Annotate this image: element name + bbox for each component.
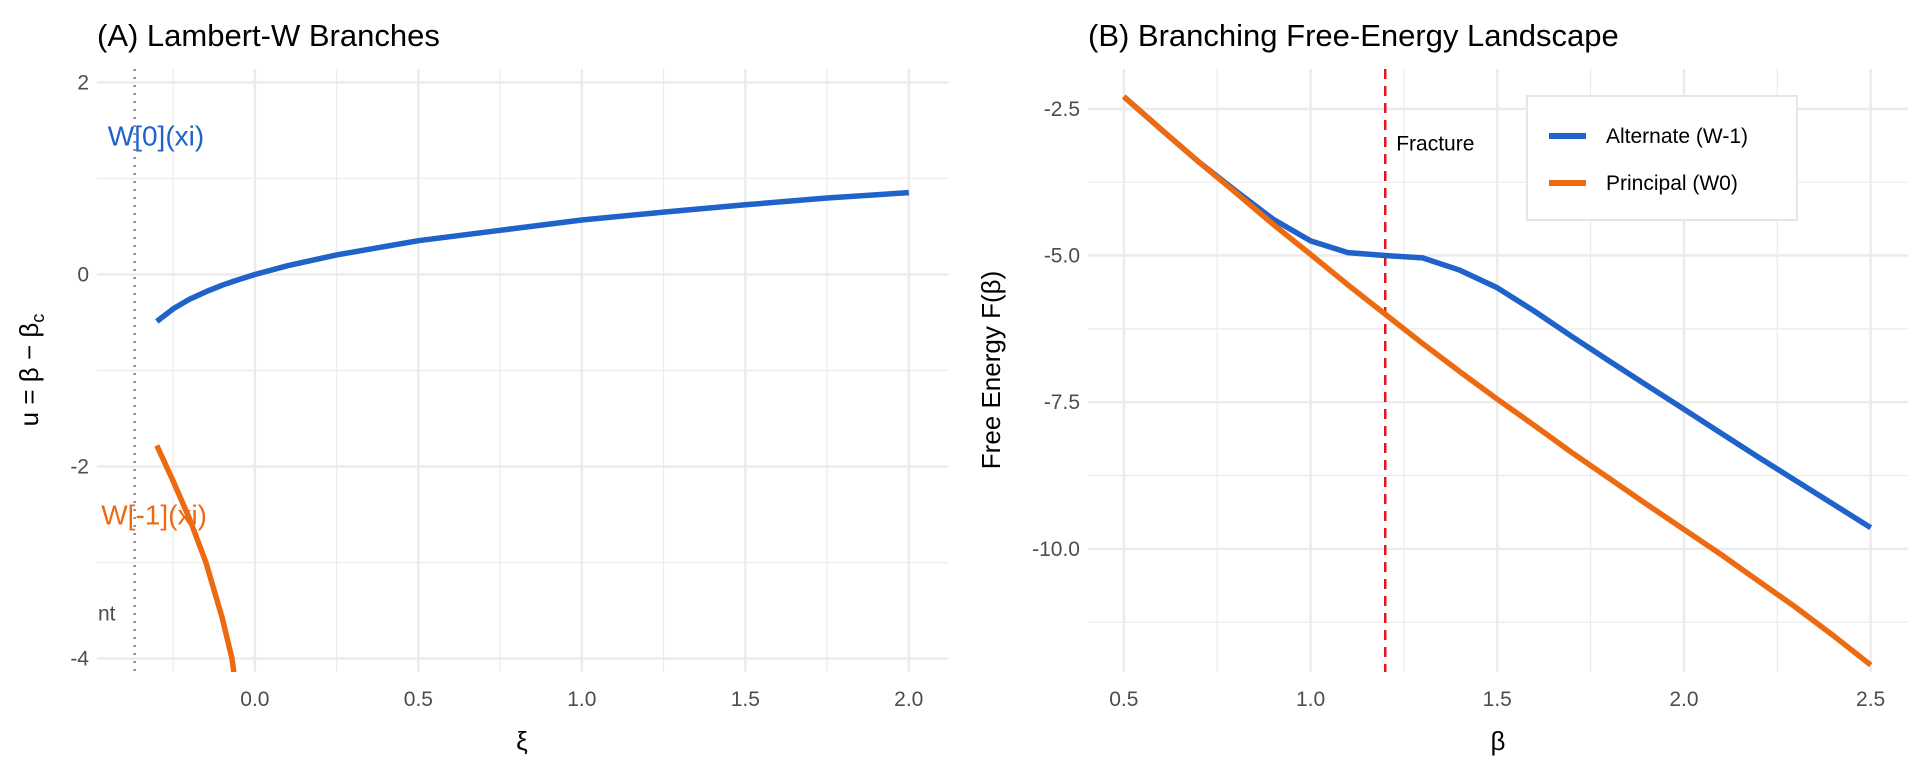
panel-b-marks — [1121, 69, 1873, 672]
panel-a-marks: W[0](xi) W[-1](xi) nt — [98, 69, 909, 672]
panel-a-x-tick-label: 0.0 — [240, 688, 269, 711]
panel-a-series-line-1 — [154, 444, 237, 672]
panel-a-y-axis-title: u = β − βc — [14, 314, 48, 427]
panel-b-x-tick-label: 2.5 — [1856, 688, 1885, 711]
panel-a-grid — [97, 69, 948, 672]
panel-b-x-tick-label: 2.0 — [1669, 688, 1698, 711]
panel-b-x-tick-label: 1.0 — [1296, 688, 1325, 711]
panel-a-ticks: 0.0 0.5 1.0 1.5 2.0 2 0 -2 -4 — [70, 71, 923, 711]
panel-a-series-line-0 — [155, 189, 909, 324]
panel-a: (A) Lambert-W Branches 0.0 0.5 1.0 1.5 2.020… — [14, 18, 948, 756]
panel-a-y-tick-label: -4 — [70, 648, 89, 671]
panel-a-annotation: W[-1](xi) — [101, 500, 207, 531]
panel-b-y-tick-label: -2.5 — [1044, 98, 1080, 121]
legend-label-alternate: Alternate (W-1) — [1606, 125, 1748, 148]
panel-b: (B) Branching Free-Energy Landscape 0.5 1… — [976, 18, 1908, 756]
panel-b-series-line-1 — [1121, 94, 1873, 668]
panel-a-x-tick-label: 2.0 — [894, 688, 923, 711]
panel-b-x-tick-label: 1.5 — [1483, 688, 1512, 711]
panel-a-x-tick-label: 1.5 — [731, 688, 760, 711]
panel-a-y-tick-label: 2 — [77, 71, 89, 94]
panel-a-title: (A) Lambert-W Branches — [97, 18, 440, 53]
panel-a-x-tick-label: 1.0 — [567, 688, 596, 711]
panel-b-ticks: 0.5 1.0 1.5 2.0 2.5 -2.5 -5.0 -7.5 -10.0 Fracture — [1032, 98, 1885, 711]
panel-b-fracture-label: Fracture — [1396, 133, 1474, 156]
panel-b-x-tick-label: 0.5 — [1109, 688, 1138, 711]
panel-a-annotation: W[0](xi) — [108, 120, 204, 151]
panel-b-y-axis-title: Free Energy F(β) — [976, 271, 1006, 469]
panel-a-y-tick-label: -2 — [70, 456, 89, 479]
legend-label-principal: Principal (W0) — [1606, 172, 1738, 195]
panel-a-annotation: nt — [98, 603, 116, 626]
legend-box — [1526, 95, 1798, 221]
legend: Alternate (W-1) Principal (W0) — [1526, 95, 1798, 221]
panel-a-y-tick-label: 0 — [77, 263, 89, 286]
panel-b-y-tick-label: -5.0 — [1044, 245, 1080, 268]
panel-a-x-tick-label: 0.5 — [404, 688, 433, 711]
panel-b-title: (B) Branching Free-Energy Landscape — [1088, 18, 1619, 53]
panel-b-y-tick-label: -10.0 — [1032, 538, 1080, 561]
panel-a-x-axis-title: ξ — [516, 726, 528, 756]
panel-b-y-tick-label: -7.5 — [1044, 391, 1080, 414]
panel-b-x-axis-title: β — [1491, 726, 1506, 756]
